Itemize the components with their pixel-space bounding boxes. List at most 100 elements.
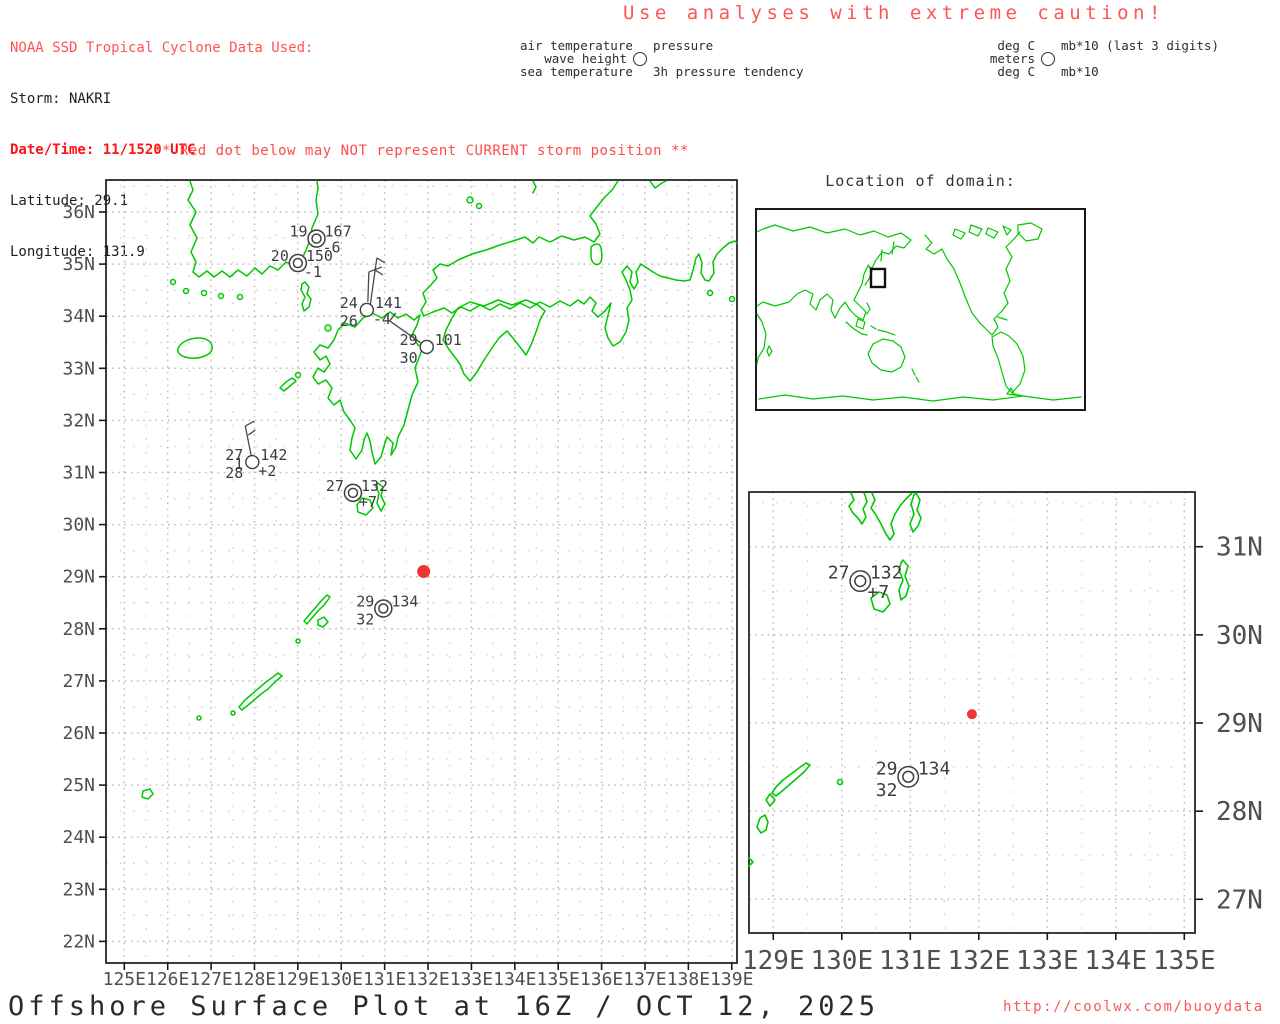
- lon-axis-label: 128E: [233, 969, 276, 990]
- station-symbol: [378, 603, 389, 614]
- station-value-topright: 142: [260, 446, 287, 464]
- station-value-topleft: 29: [356, 592, 374, 610]
- lon-axis-label: 132E: [947, 946, 1010, 976]
- main-map: 125E 126E 127E 128E 129E 130E 131E 132E 133E 134E…: [62, 179, 753, 990]
- station-value-topleft: 24: [340, 294, 358, 312]
- legend-degc-1: deg C: [997, 38, 1035, 53]
- station-value-topright: 101: [435, 331, 462, 349]
- station-value-bottomleft: 32: [876, 780, 898, 801]
- lon-axis-label: 135E: [537, 969, 580, 990]
- station-value-bottomleft: 30: [400, 349, 418, 367]
- station-symbol: [347, 487, 359, 499]
- station-value-bottomright: +7: [867, 582, 889, 603]
- lon-axis-label: 130E: [320, 969, 363, 990]
- lon-axis-label: 126E: [146, 969, 189, 990]
- wind-barb: [247, 429, 256, 436]
- lon-axis-label: 130E: [810, 946, 873, 976]
- wind-barb: [244, 425, 252, 457]
- station-value-bottomright: -6: [323, 239, 341, 257]
- wind-barb: [367, 271, 370, 302]
- station-symbol-legend: air temperature wave height sea temperat…: [520, 39, 804, 78]
- station-units-legend: deg C meters deg C mb*10 (last 3 digits)…: [985, 39, 1219, 78]
- lon-axis-label: 131E: [363, 969, 406, 990]
- world-coastlines: [756, 222, 1082, 402]
- legend-mb10: mb*10: [1061, 64, 1099, 79]
- lat-axis-label: 28N: [1216, 797, 1263, 827]
- lon-axis-label: 135E: [1153, 946, 1216, 976]
- storm-position-dot: [966, 709, 977, 720]
- storm-latitude: Latitude: 29.1: [10, 193, 129, 209]
- lat-axis-label: 34N: [62, 306, 95, 327]
- lon-axis-label: 127E: [189, 969, 232, 990]
- lat-axis-label: 29N: [1216, 709, 1263, 739]
- station-value-topright: 150: [306, 247, 333, 265]
- station-symbol: [419, 339, 434, 355]
- station-value-topleft: 29: [876, 758, 898, 779]
- lat-axis-label: 25N: [62, 775, 95, 796]
- lat-axis-label: 28N: [62, 619, 95, 640]
- lon-axis-label: 139E: [710, 969, 753, 990]
- legend-air-temperature: air temperature: [520, 38, 633, 53]
- lon-axis-label: 125E: [103, 969, 146, 990]
- station-plot: 27 132+7: [828, 563, 903, 603]
- domain-extent-rectangle: [869, 267, 887, 289]
- station-value-bottomright: -4: [373, 310, 391, 328]
- station-plot: 20 150-1: [271, 247, 333, 281]
- map-border: [105, 179, 738, 964]
- domain-location-map: [755, 208, 1086, 411]
- station-value-midleft: 1: [234, 455, 243, 473]
- storm-name: Storm: NAKRI: [10, 91, 112, 107]
- station-circle-icon: [633, 51, 647, 66]
- wind-barb: [244, 420, 255, 427]
- storm-longitude: Longitude: 131.9: [10, 244, 145, 260]
- legend-degc-2: deg C: [997, 64, 1035, 79]
- lat-axis-label: 35N: [62, 254, 95, 275]
- station-symbol: [311, 233, 322, 244]
- station-value-topleft: 19: [289, 223, 307, 241]
- lon-axis-label: 138E: [667, 969, 710, 990]
- lat-axis-label: 32N: [62, 410, 95, 431]
- header-block: NOAA SSD Tropical Cyclone Data Used: Sto…: [10, 6, 313, 278]
- source-url: http://coolwx.com/buoydata: [1003, 999, 1264, 1015]
- station-value-bottomleft: 28: [225, 464, 243, 482]
- station-circle-icon: [1041, 51, 1055, 66]
- lat-axis-label: 36N: [62, 202, 95, 223]
- lat-axis-label: 30N: [62, 515, 95, 536]
- station-value-topright: 141: [375, 294, 402, 312]
- lat-axis-label: 31N: [62, 463, 95, 484]
- lat-axis-label: 29N: [62, 567, 95, 588]
- station-value-bottomleft: 32: [356, 610, 374, 628]
- station-plot: 27 132+7: [326, 477, 388, 511]
- wind-barb: [374, 269, 384, 276]
- station-value-topleft: 27: [326, 477, 344, 495]
- map-border: [748, 491, 1196, 934]
- domain-map-title: Location of domain:: [825, 172, 1016, 190]
- station-symbol: [359, 302, 375, 318]
- station-value-topright: 132: [361, 477, 388, 495]
- lat-axis-label: 23N: [62, 879, 95, 900]
- lon-axis-label: 129E: [742, 946, 805, 976]
- station-value-topright: 134: [391, 592, 418, 610]
- lat-axis-label: 33N: [62, 358, 95, 379]
- station-value-bottomleft: 26: [340, 312, 358, 330]
- station-symbol: [245, 454, 260, 470]
- station-value-bottomright: -1: [304, 263, 322, 281]
- station-plot: 19 167-6: [289, 223, 351, 257]
- station-value-bottomright: +7: [359, 493, 377, 511]
- station-value-topleft: 27: [828, 563, 850, 584]
- station-symbol: [902, 770, 915, 783]
- lon-axis-label: 131E: [879, 946, 942, 976]
- lat-axis-label: 24N: [62, 827, 95, 848]
- lat-axis-label: 26N: [62, 723, 95, 744]
- wind-barb: [376, 257, 386, 264]
- lat-axis-label: 22N: [62, 931, 95, 952]
- station-value-topright: 132: [870, 563, 903, 584]
- lon-axis-label: 133E: [1016, 946, 1079, 976]
- wind-barb: [389, 320, 425, 346]
- legend-meters: meters: [989, 51, 1035, 66]
- lon-axis-label: 132E: [406, 969, 449, 990]
